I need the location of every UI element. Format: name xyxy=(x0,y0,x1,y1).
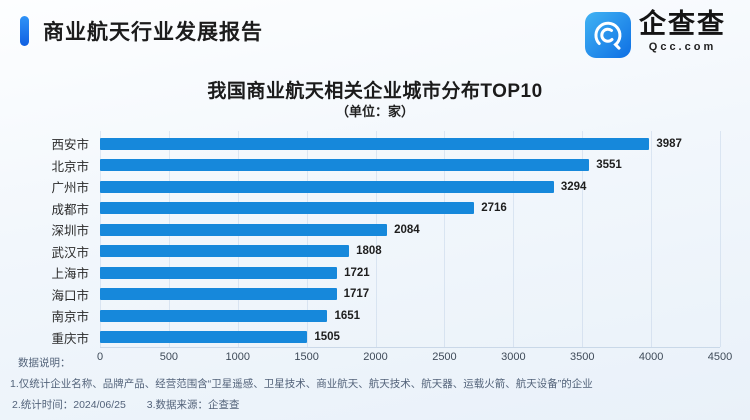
bar xyxy=(100,159,590,172)
footer-note-2-time: 2.统计时间：2024/06/25 xyxy=(12,399,126,411)
gridline xyxy=(720,131,721,347)
footer-note-1: 1.仅统计企业名称、品牌产品、经营范围含“卫星遥感、卫星技术、商业航天、航天技术… xyxy=(10,378,593,390)
category-label: 西安市 xyxy=(51,138,89,153)
category-label: 成都市 xyxy=(51,202,89,217)
x-axis-tick-label: 2000 xyxy=(363,351,388,363)
category-label: 深圳市 xyxy=(51,224,89,239)
x-axis-tick-label: 4000 xyxy=(638,351,664,363)
bar-value-label: 2716 xyxy=(481,202,507,215)
bar-value-label: 3987 xyxy=(656,137,682,150)
bar-row: 武汉市 1808 xyxy=(20,241,720,263)
gridline xyxy=(513,131,515,347)
bar-row: 深圳市 2084 xyxy=(20,219,720,241)
bar-row: 北京市 3551 xyxy=(20,155,720,177)
gridline xyxy=(168,131,170,347)
qcc-logo-icon xyxy=(585,12,631,58)
bar-row: 成都市 2716 xyxy=(20,198,720,220)
bar-row: 重庆市 1505 xyxy=(20,327,720,349)
bar-chart: 西安市 3987 北京市 3551 广州市 3294 成都市 2716 深圳市 2084 武汉市 18… xyxy=(20,133,720,348)
x-axis-tick-label: 500 xyxy=(159,351,179,363)
x-axis-tick-label: 4500 xyxy=(707,351,733,363)
bar-track: 2716 xyxy=(100,202,720,215)
category-label: 上海市 xyxy=(51,267,89,282)
bar-track: 2084 xyxy=(100,223,720,236)
category-label: 北京市 xyxy=(51,159,89,174)
x-axis-tick-label: 3500 xyxy=(569,351,595,363)
report-title: 商业航天行业发展报告 xyxy=(43,21,263,44)
bar-track: 3987 xyxy=(100,137,720,150)
bar-value-label: 2084 xyxy=(394,223,420,236)
bar-row: 南京市 1651 xyxy=(20,305,720,327)
footer-note-2: 2.统计时间：2024/06/25 3.数据来源：企查查 xyxy=(12,397,240,412)
footer-data-note-label: 数据说明： xyxy=(18,357,71,369)
bar-value-label: 3294 xyxy=(560,180,587,193)
bar-row: 上海市 1721 xyxy=(20,262,720,284)
bar xyxy=(100,180,554,193)
bar-value-label: 1717 xyxy=(343,288,370,301)
bar-row: 广州市 3294 xyxy=(20,176,720,198)
bar-value-label: 1505 xyxy=(314,331,340,344)
gridline xyxy=(375,131,377,347)
bar xyxy=(100,266,338,279)
bar-track: 1651 xyxy=(100,309,720,322)
bar-track: 1717 xyxy=(100,288,720,301)
bar xyxy=(100,137,650,150)
bar xyxy=(100,309,328,322)
bar xyxy=(100,223,388,236)
footer-note-2-source: 3.数据来源：企查查 xyxy=(146,399,240,411)
x-axis-tick-label: 1000 xyxy=(225,351,251,363)
bar-value-label: 1808 xyxy=(356,245,382,258)
x-axis: 0 500 1000 1500 2000 2500 3000 3500 4000 4500 xyxy=(96,351,732,365)
chart-title: 我国商业航天相关企业城市分布TOP10 xyxy=(207,81,543,102)
gridline xyxy=(582,131,584,347)
chart-gridlines xyxy=(100,131,721,348)
bar-track: 3551 xyxy=(100,159,720,172)
qcc-logo: 企查查 Qcc.com xyxy=(585,9,726,58)
qcc-logo-text: 企查查 Qcc.com xyxy=(639,9,726,53)
report-header: 商业航天行业发展报告 xyxy=(20,16,263,46)
gridline xyxy=(444,131,446,347)
bar-track: 3294 xyxy=(100,180,720,193)
category-label: 海口市 xyxy=(51,288,89,303)
category-label: 广州市 xyxy=(51,181,89,196)
gridline xyxy=(237,131,239,347)
bar-value-label: 1721 xyxy=(344,266,370,279)
category-label: 重庆市 xyxy=(51,331,89,346)
bar-value-label: 3551 xyxy=(596,159,622,172)
x-axis-tick-label: 2500 xyxy=(432,351,457,363)
x-axis-tick-label: 0 xyxy=(96,351,104,363)
category-label: 武汉市 xyxy=(51,245,89,260)
bar-track: 1505 xyxy=(100,331,720,344)
bar-row: 西安市 3987 xyxy=(20,133,720,155)
qcc-logo-name-en: Qcc.com xyxy=(648,40,717,53)
gridline xyxy=(306,131,308,347)
bar xyxy=(100,202,475,215)
gridline xyxy=(100,131,101,347)
gridline xyxy=(651,131,653,347)
bar-track: 1721 xyxy=(100,266,720,279)
x-axis-tick-label: 1500 xyxy=(294,351,319,363)
category-label: 南京市 xyxy=(51,310,89,325)
bar xyxy=(100,288,337,301)
x-axis-tick-label: 3000 xyxy=(501,351,526,363)
bar-track: 1808 xyxy=(100,245,720,258)
title-accent-bar xyxy=(20,16,29,46)
qcc-logo-name-cn: 企查查 xyxy=(639,9,726,39)
bar xyxy=(100,245,350,258)
bar xyxy=(100,331,308,344)
chart-subtitle: （单位：家） xyxy=(335,104,414,119)
bar-row: 海口市 1717 xyxy=(20,284,720,306)
bar-value-label: 1651 xyxy=(334,309,361,322)
